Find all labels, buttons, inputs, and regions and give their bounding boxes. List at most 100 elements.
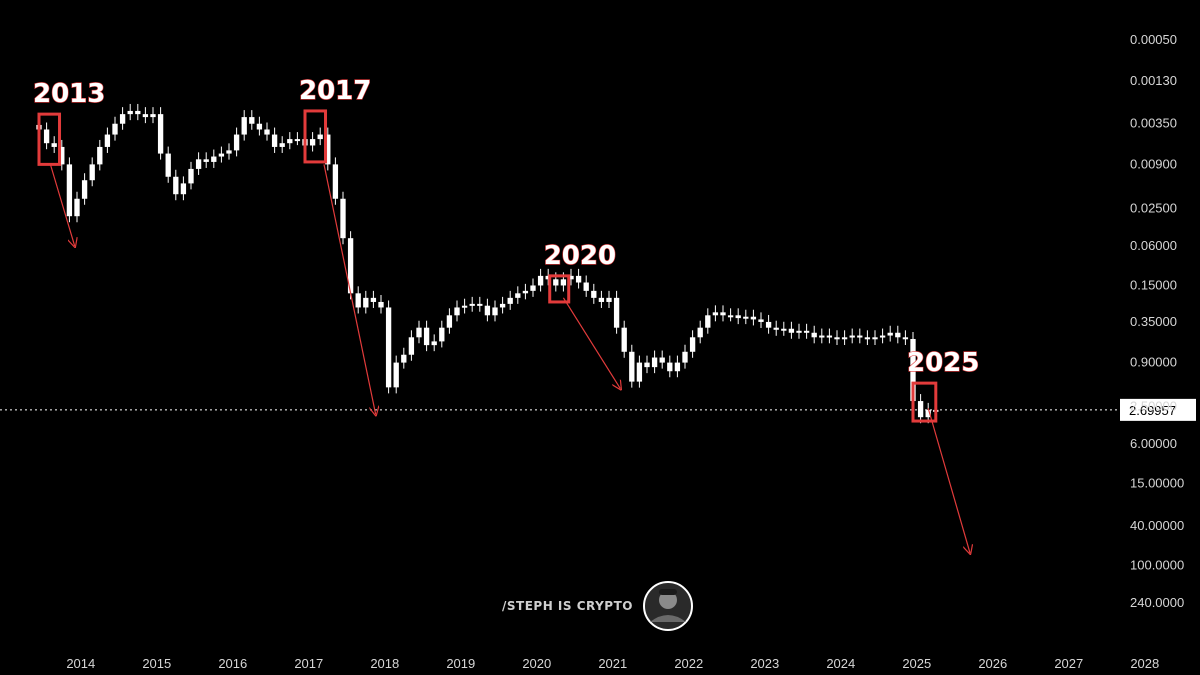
- candle-body: [925, 409, 931, 418]
- candle-body: [727, 315, 734, 318]
- candles-layer: [36, 103, 939, 424]
- candle-body: [674, 362, 681, 372]
- x-tick-label: 2024: [826, 656, 855, 671]
- x-tick-label: 2018: [370, 656, 399, 671]
- candle-body: [515, 293, 521, 298]
- candle-body: [218, 153, 225, 157]
- candle-body: [135, 110, 141, 115]
- candle-body: [788, 328, 795, 333]
- candle-body: [750, 316, 757, 320]
- candle-body: [180, 183, 187, 195]
- candle-body: [59, 146, 65, 165]
- candle-body: [226, 150, 232, 154]
- candle-body: [66, 164, 73, 217]
- candle-body: [651, 357, 658, 368]
- candle-body: [431, 341, 437, 346]
- annotation-label-2020: 2020: [544, 241, 616, 271]
- x-tick-label: 2026: [978, 656, 1007, 671]
- candle-body: [697, 327, 703, 338]
- candle-body: [439, 327, 445, 342]
- candle-body: [423, 327, 430, 346]
- x-tick-label: 2025: [902, 656, 931, 671]
- candle-body: [758, 319, 764, 322]
- candle-body: [841, 337, 848, 340]
- candle-body: [325, 134, 331, 165]
- candle-body: [119, 114, 126, 124]
- candle-body: [636, 362, 643, 382]
- candle-body: [347, 238, 354, 294]
- y-tick-label: 0.00130: [1130, 73, 1177, 88]
- y-tick-label: 0.06000: [1130, 238, 1177, 253]
- y-tick-label: 100.0000: [1130, 557, 1184, 572]
- x-tick-label: 2022: [674, 656, 703, 671]
- candle-body: [188, 168, 194, 184]
- current-price-line: 2.69957: [0, 398, 1196, 421]
- y-tick-label: 15.00000: [1130, 476, 1184, 491]
- candle-body: [43, 129, 50, 144]
- candle-body: [385, 307, 392, 388]
- y-tick-label: 0.15000: [1130, 277, 1177, 292]
- candle-body: [104, 134, 111, 147]
- candle-body: [150, 114, 156, 118]
- candle-body: [416, 327, 422, 338]
- candle-body: [781, 328, 787, 331]
- candle-body: [583, 282, 589, 291]
- candle-body: [917, 401, 924, 418]
- candle-body: [765, 321, 772, 328]
- candle-body: [659, 357, 665, 363]
- y-tick-label: 0.00050: [1130, 32, 1177, 47]
- candle-body: [157, 114, 164, 154]
- y-tick-label: 6.00000: [1130, 436, 1177, 451]
- candle-body: [332, 164, 339, 199]
- annotation-label-2017: 2017: [299, 76, 371, 106]
- candle-body: [545, 275, 551, 280]
- annotation-label-2025: 2025: [907, 348, 979, 378]
- y-tick-label: 40.00000: [1130, 518, 1184, 533]
- x-axis: 2014 2015 2016 2017 2018 2019 2020 2021 2022 2023…: [66, 656, 1159, 671]
- annotation-box-2013: [37, 112, 62, 166]
- current-price-tag: [1120, 398, 1196, 421]
- candle-body: [887, 332, 893, 336]
- candle-body: [591, 290, 597, 298]
- candle-body: [507, 297, 513, 304]
- candle-body: [173, 176, 179, 195]
- candle-body: [735, 315, 741, 319]
- y-tick-label: 2.50000: [1130, 399, 1177, 414]
- candle-body: [233, 134, 240, 151]
- candle-body: [826, 335, 833, 338]
- candle-body: [499, 303, 506, 308]
- candle-body: [864, 337, 871, 340]
- candle-body: [484, 305, 491, 316]
- candle-body: [165, 153, 171, 177]
- candle-body: [203, 159, 209, 162]
- x-tick-label: 2019: [446, 656, 475, 671]
- x-tick-label: 2027: [1054, 656, 1083, 671]
- candle-body: [834, 337, 840, 340]
- candle-body: [74, 198, 80, 217]
- annotation-arrow-2025: [927, 408, 970, 553]
- candle-body: [81, 180, 88, 199]
- candle-body: [287, 139, 293, 144]
- candle-body: [317, 134, 323, 140]
- candle-body: [644, 362, 650, 368]
- candle-body: [408, 337, 415, 355]
- watermark: /STEPH IS CRYPTO: [502, 581, 693, 631]
- annotation-arrow-2017: [323, 164, 376, 414]
- candle-body: [522, 290, 529, 294]
- candle-body: [97, 146, 103, 165]
- candle-body: [89, 164, 95, 181]
- candle-body: [743, 316, 749, 319]
- y-axis: 0.00050 0.00130 0.00350 0.00900 0.02500 0.060…: [1130, 32, 1184, 610]
- candle-body: [613, 297, 620, 328]
- annotation-box-2020: [548, 274, 571, 304]
- candle-body: [575, 275, 582, 283]
- candle-body: [598, 297, 605, 302]
- annotation-arrow-2013: [49, 164, 74, 246]
- candle-body: [568, 275, 574, 280]
- annotation-label-2013: 2013: [33, 79, 105, 109]
- y-tick-label: 0.00350: [1130, 116, 1177, 131]
- y-tick-label: 0.90000: [1130, 355, 1177, 370]
- candle-body: [530, 285, 536, 291]
- candle-body: [249, 117, 255, 124]
